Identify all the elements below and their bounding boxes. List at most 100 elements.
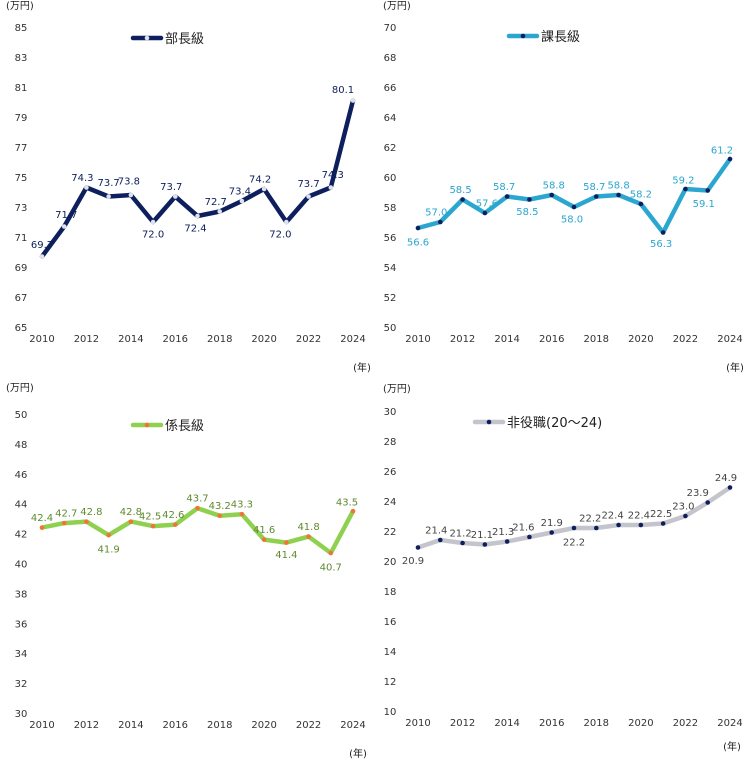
legend-marker (144, 35, 150, 41)
y-tick-label: 66 (384, 83, 397, 94)
y-tick-label: 12 (384, 677, 397, 688)
data-label: 21.9 (541, 518, 563, 529)
y-tick-label: 20 (384, 557, 397, 568)
data-point (261, 537, 267, 542)
data-point (504, 539, 510, 544)
y-tick-label: 32 (15, 679, 28, 690)
y-tick-label: 30 (15, 709, 28, 720)
data-point (61, 224, 67, 229)
data-point (84, 519, 89, 524)
data-label: 72.7 (205, 197, 227, 208)
chart-kakaricho: (万円) (年) 30 32 34 36 38 40 42 44 46 48 50 2010 2012 201… (6, 383, 367, 760)
y-tick-label: 44 (15, 500, 28, 511)
data-label: 42.5 (139, 512, 161, 523)
data-point (660, 230, 666, 235)
legend-marker (144, 422, 150, 428)
x-tick-label: 2014 (494, 718, 519, 729)
x-tick-label: 2022 (296, 334, 321, 345)
data-point (239, 198, 245, 204)
data-label: 80.1 (332, 85, 354, 96)
data-point (217, 209, 223, 214)
legend-label: 係長級 (165, 419, 204, 434)
data-label: 42.8 (120, 507, 142, 518)
data-label: 42.4 (31, 513, 53, 524)
data-label: 20.9 (402, 556, 424, 567)
data-label: 21.6 (512, 523, 534, 534)
data-point (527, 534, 532, 540)
data-point (705, 500, 711, 505)
legend: 係長級 (130, 419, 204, 434)
y-tick-label: 68 (384, 53, 397, 64)
y-tick-label: 67 (15, 293, 28, 304)
x-tick-label: 2012 (74, 334, 99, 345)
x-tick-label: 2018 (584, 718, 609, 729)
data-label: 58.8 (607, 181, 629, 192)
y-tick-label: 69 (15, 263, 28, 274)
legend-label: 非役職(20～24) (507, 416, 602, 431)
data-label: 72.0 (142, 230, 164, 241)
data-point (482, 542, 488, 547)
y-tick-label: 18 (384, 587, 397, 598)
y-tick-label: 58 (384, 203, 397, 214)
legend-marker (520, 33, 526, 39)
data-point (437, 537, 443, 543)
x-tick-label: 2022 (673, 718, 698, 729)
data-label: 42.7 (55, 509, 77, 520)
data-label: 40.7 (320, 563, 342, 574)
data-label: 59.2 (672, 176, 694, 187)
x-tick-label: 2020 (628, 718, 653, 729)
y-tick-label: 64 (384, 113, 397, 124)
data-label: 21.3 (492, 527, 514, 538)
data-point (239, 511, 245, 517)
y-tick-label: 10 (384, 707, 397, 718)
data-point (504, 194, 510, 199)
data-label: 58.8 (543, 181, 565, 192)
y-tick-label: 85 (15, 23, 28, 34)
data-label: 41.4 (275, 550, 297, 561)
y-tick-label: 77 (15, 143, 28, 154)
legend: 課長級 (506, 29, 580, 45)
data-label: 58.7 (493, 182, 515, 193)
data-point (415, 225, 421, 231)
x-tick-label: 2012 (450, 718, 475, 729)
data-point (128, 192, 134, 198)
y-tick-label: 60 (384, 173, 397, 184)
chart-bucho: (万円) (年) 65 67 69 71 73 75 77 79 81 83 85 2010 2012 201… (6, 1, 371, 374)
data-point (616, 522, 621, 528)
y-tick-label: 70 (384, 23, 397, 34)
data-label: 22.4 (601, 511, 623, 522)
data-point (571, 525, 577, 531)
data-label: 24.9 (715, 473, 737, 484)
data-point (460, 197, 465, 202)
y-tick-label: 46 (15, 470, 28, 481)
data-point (616, 192, 621, 198)
x-tick-label: 2014 (118, 334, 143, 345)
legend-marker (486, 419, 492, 425)
data-label: 73.7 (160, 182, 182, 193)
data-point (195, 505, 200, 511)
data-label: 22.5 (650, 509, 672, 520)
x-tick-label: 2016 (163, 720, 188, 731)
x-tick-label: 2010 (405, 334, 430, 345)
data-label: 22.2 (563, 538, 585, 549)
x-tick-label: 2016 (163, 334, 188, 345)
data-point (415, 545, 421, 550)
x-unit-label: (年) (723, 740, 741, 753)
data-point (84, 185, 89, 190)
x-tick-label: 2010 (29, 334, 54, 345)
y-tick-label: 28 (384, 437, 397, 448)
data-label: 72.0 (269, 230, 291, 241)
data-label: 23.0 (672, 502, 694, 513)
x-tick-label: 2024 (717, 334, 742, 345)
data-point (482, 210, 488, 216)
x-tick-label: 2020 (251, 720, 276, 731)
data-point (39, 254, 45, 259)
y-tick-label: 56 (384, 233, 397, 244)
data-label: 41.6 (253, 525, 275, 536)
y-tick-label: 34 (15, 649, 28, 660)
data-label: 73.7 (297, 179, 319, 190)
data-label: 73.8 (118, 177, 140, 188)
data-point (328, 550, 334, 556)
y-tick-label: 83 (15, 53, 28, 64)
x-unit-label: (年) (353, 361, 371, 374)
